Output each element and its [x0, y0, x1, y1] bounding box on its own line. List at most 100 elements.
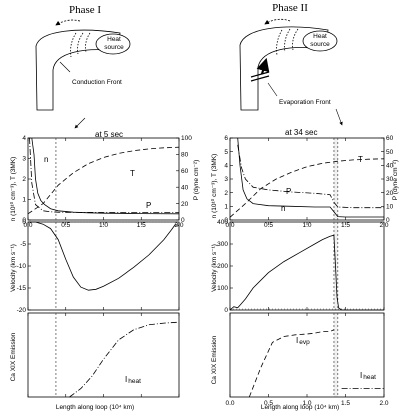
- phase2-heat-source: [302, 30, 338, 52]
- panel-1-xtick-label: 0.5: [61, 222, 70, 229]
- phase2-front-line-1: [250, 71, 270, 78]
- panel-6-xtick-label: 2.0: [379, 400, 388, 407]
- panel-4-ytick-right-tick-label: 10: [386, 204, 394, 211]
- panel-6-frame: [229, 312, 385, 398]
- panel-1-series-P: [29, 137, 179, 213]
- panel-4-ytick-tick-label: 3: [224, 176, 228, 183]
- phase2-flow-arrow: [264, 18, 291, 25]
- panel-1-xtick-label: 1.5: [137, 222, 146, 229]
- panel-4-ytick-tick-label: 1: [224, 204, 228, 211]
- panel-1-ytick-tick-label: 3: [22, 156, 26, 163]
- panel-1-ytick-tick-label: 2: [22, 176, 26, 183]
- panel-1-ytick-right-tick-label: 100: [181, 135, 192, 142]
- panel-4-ytick-right-tick-label: 30: [386, 176, 394, 183]
- phase1-front-label: Conduction Front: [72, 79, 122, 86]
- panel-4-xtick-label: 1.0: [302, 222, 311, 229]
- panel-2-ytick-tick-label: -10: [17, 263, 27, 270]
- panel-5-frame: [229, 221, 385, 311]
- panel-6-xtick-label: 1.5: [341, 400, 350, 407]
- phase2-source-label: source: [310, 41, 330, 48]
- phase1-heat-label: Heat: [107, 36, 121, 43]
- panel-1-ytick-tick-label: 0: [22, 217, 26, 224]
- panel-4-ytick-right-tick-label: 20: [386, 190, 394, 197]
- phase2-heat-label: Heat: [313, 33, 327, 40]
- p1-label-P: P: [146, 201, 151, 210]
- p2-label-I-heat: Iheat: [360, 371, 376, 381]
- panel-4-ytick-tick-label: 2: [224, 190, 228, 197]
- panel-5-ytick-tick-label: 200: [217, 263, 228, 270]
- phase1-down-arrow: [74, 117, 86, 129]
- p1-top-ylabel-right: P (dyne cm⁻²): [193, 160, 200, 201]
- panel-1-xtick-label: 1.0: [99, 222, 108, 229]
- panel-1-series-n: [31, 137, 180, 215]
- panel-1-ytick-right-tick-label: 20: [181, 201, 189, 208]
- p2-xlabel: Length along loop (10⁴ km): [261, 404, 339, 411]
- panel-2-ytick-tick-label: -15: [17, 285, 27, 292]
- panel-1-ytick-right-tick-label: 80: [181, 152, 189, 159]
- panel-2-ytick-tick-label: -5: [20, 241, 26, 248]
- panel-5-series-velocity: [229, 234, 384, 311]
- panel-2-frame: [27, 221, 180, 311]
- phase2-evaporation-arrow: [256, 57, 270, 75]
- phase1-flow-arrow: [55, 19, 81, 26]
- phase2-front-pointer: [267, 82, 278, 97]
- p1-label-I-heat: Iheat: [125, 375, 141, 385]
- panel-4-ytick-right-tick-label: 50: [386, 149, 394, 156]
- panel-5-ytick-tick-label: 400: [217, 219, 228, 226]
- phase2-loop-diagram: Heat source Evaporation Front: [239, 18, 343, 126]
- panel-1-ytick-tick-label: 4: [22, 135, 26, 142]
- panel-4-ytick-tick-label: 4: [224, 163, 228, 170]
- panel-1-series-T: [27, 146, 180, 215]
- phase2-title: Phase II: [272, 2, 308, 14]
- phase1-loop-diagram: Heat source Conduction Front: [35, 19, 131, 129]
- phase2-front-label: Evaporation Front: [279, 99, 331, 106]
- phase1-title: Phase I: [69, 4, 101, 16]
- panel-4-xtick-label: 1.5: [341, 222, 350, 229]
- panel-4-series-T: [229, 158, 385, 218]
- phase1-source-label: source: [104, 44, 124, 51]
- chart-panels: 0.0 0.5 1.0 1.5 2.001234020406080100-20-15-1…: [17, 135, 394, 407]
- panel-6-front-band: [333, 313, 338, 397]
- p2-top-ylabel-right: P (dyne cm⁻²): [392, 160, 399, 201]
- panel-6-series-I-evp: [248, 329, 335, 398]
- panel-5-ytick-tick-label: 300: [217, 241, 228, 248]
- panel-2-series-velocity: [28, 221, 180, 291]
- panel-4-series-n: [237, 137, 384, 218]
- panel-2-ytick-tick-label: -20: [17, 307, 27, 314]
- phase2-front-line-2: [250, 75, 270, 82]
- panel-1-ytick-tick-label: 1: [22, 197, 26, 204]
- panel-4-ytick-tick-label: 0: [224, 217, 228, 224]
- p2-top-ylabel: n (10¹⁰ cm⁻³), T (3MK): [210, 154, 218, 219]
- p1-bot-ylabel: Ca XIX Emission: [10, 332, 17, 381]
- panel-4-series-P: [237, 144, 384, 209]
- panel-5-ytick-tick-label: 0: [224, 307, 228, 314]
- phase2-down-arrow: [335, 108, 343, 126]
- p2-bot-ylabel: Ca XIX Emission: [211, 335, 218, 384]
- panel-6-xtick-label: 1.0: [302, 400, 311, 407]
- panel-5-ytick-tick-label: 100: [217, 285, 228, 292]
- p2-mid-ylabel: Velocity (km s⁻¹): [211, 244, 218, 292]
- panel-6-xtick-label: 0.0: [225, 400, 234, 407]
- phase2-wave-2: [284, 28, 291, 53]
- panel-4-ytick-right-tick-label: 60: [386, 135, 394, 142]
- panel-1-ytick-right-tick-label: 60: [181, 168, 189, 175]
- panel-4-ytick-right-tick-label: 40: [386, 163, 394, 170]
- p1-top-ylabel: n (10¹⁰ cm⁻³), T (3MK): [9, 157, 17, 222]
- phase1-time-label: at 5 sec: [95, 130, 123, 139]
- phase1-heat-source: [95, 33, 131, 55]
- p1-label-T: T: [130, 169, 135, 178]
- panel-4-ytick-tick-label: 5: [224, 149, 228, 156]
- phase2-wave-3: [276, 29, 283, 56]
- p1-xlabel: Length along loop (10⁴ km): [56, 404, 134, 411]
- panel-1-ytick-right-tick-label: 40: [181, 184, 189, 191]
- p1-label-n: n: [44, 155, 48, 164]
- panel-1-ytick-right-tick-label: 0: [181, 217, 185, 224]
- phase2-time-label: at 34 sec: [285, 128, 317, 137]
- panel-4-ytick-right-tick-label: 0: [386, 217, 390, 224]
- panel-2-ytick-tick-label: 0: [22, 219, 26, 226]
- panel-4-frame: [229, 137, 385, 221]
- phase1-front-pointer: [59, 61, 71, 73]
- panel-4-xtick-label: 0.5: [264, 222, 273, 229]
- panel-4-ytick-tick-label: 6: [224, 135, 228, 142]
